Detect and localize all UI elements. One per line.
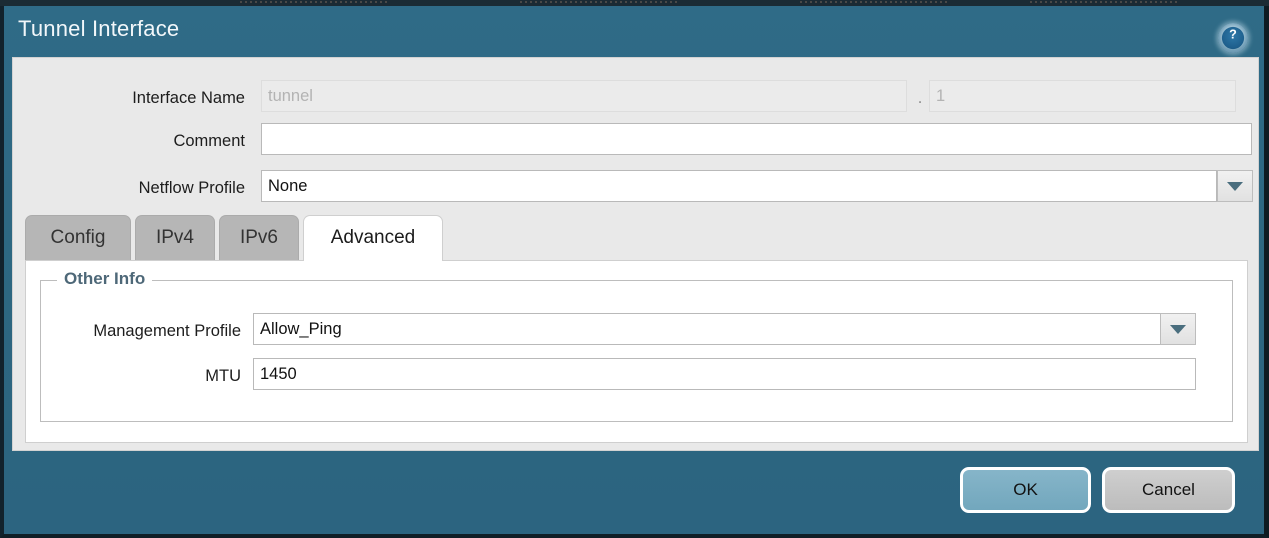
interface-name-label: Interface Name xyxy=(132,89,245,107)
form-panel: Interface Name tunnel . 1 Comment Netflo… xyxy=(12,57,1259,451)
tab-ipv4[interactable]: IPv4 xyxy=(135,215,215,261)
netflow-profile-row: Netflow Profile None xyxy=(13,170,1253,206)
chevron-down-icon xyxy=(1227,182,1243,191)
help-circle-icon[interactable] xyxy=(1218,23,1248,53)
dialog-titlebar: Tunnel Interface xyxy=(4,6,1264,57)
interface-name-separator: . xyxy=(917,89,923,107)
netflow-profile-chevron-down-icon[interactable] xyxy=(1217,170,1253,202)
other-info-legend: Other Info xyxy=(57,269,153,289)
tab-strip: Config IPv4 IPv6 Advanced xyxy=(25,215,1248,261)
dialog-body: Tunnel Interface Interface Name tunnel .… xyxy=(4,6,1264,534)
management-profile-chevron-down-icon[interactable] xyxy=(1160,313,1196,345)
tab-advanced[interactable]: Advanced xyxy=(303,215,443,261)
decorative-dots xyxy=(1030,1,1180,3)
ok-button[interactable]: OK xyxy=(960,467,1091,513)
interface-name-row: Interface Name tunnel . 1 xyxy=(13,80,1253,116)
decorative-dots xyxy=(520,1,680,3)
cancel-button[interactable]: Cancel xyxy=(1102,467,1235,513)
decorative-dots xyxy=(800,1,950,3)
interface-name-suffix-input[interactable]: 1 xyxy=(929,80,1236,112)
comment-row: Comment xyxy=(13,123,1253,159)
advanced-tab-panel: Other Info Management Profile Allow_Ping… xyxy=(25,260,1248,443)
mtu-input[interactable]: 1450 xyxy=(253,358,1196,390)
background-window-remnant xyxy=(0,0,1269,6)
tab-config[interactable]: Config xyxy=(25,215,131,261)
mtu-row: MTU 1450 xyxy=(41,358,1231,394)
management-profile-select[interactable]: Allow_Ping xyxy=(253,313,1163,345)
decorative-dots xyxy=(240,1,390,3)
comment-label: Comment xyxy=(173,132,245,150)
page-title: Tunnel Interface xyxy=(18,16,180,41)
dialog-footer: OK Cancel xyxy=(4,453,1264,534)
management-profile-row: Management Profile Allow_Ping xyxy=(41,313,1231,349)
management-profile-label: Management Profile xyxy=(93,322,241,340)
tab-ipv6[interactable]: IPv6 xyxy=(219,215,299,261)
interface-name-prefix-input[interactable]: tunnel xyxy=(261,80,907,112)
netflow-profile-select[interactable]: None xyxy=(261,170,1217,202)
comment-input[interactable] xyxy=(261,123,1252,155)
chevron-down-icon xyxy=(1170,325,1186,334)
other-info-fieldset: Other Info Management Profile Allow_Ping… xyxy=(40,269,1233,422)
netflow-profile-label: Netflow Profile xyxy=(138,179,245,197)
mtu-label: MTU xyxy=(205,367,241,385)
